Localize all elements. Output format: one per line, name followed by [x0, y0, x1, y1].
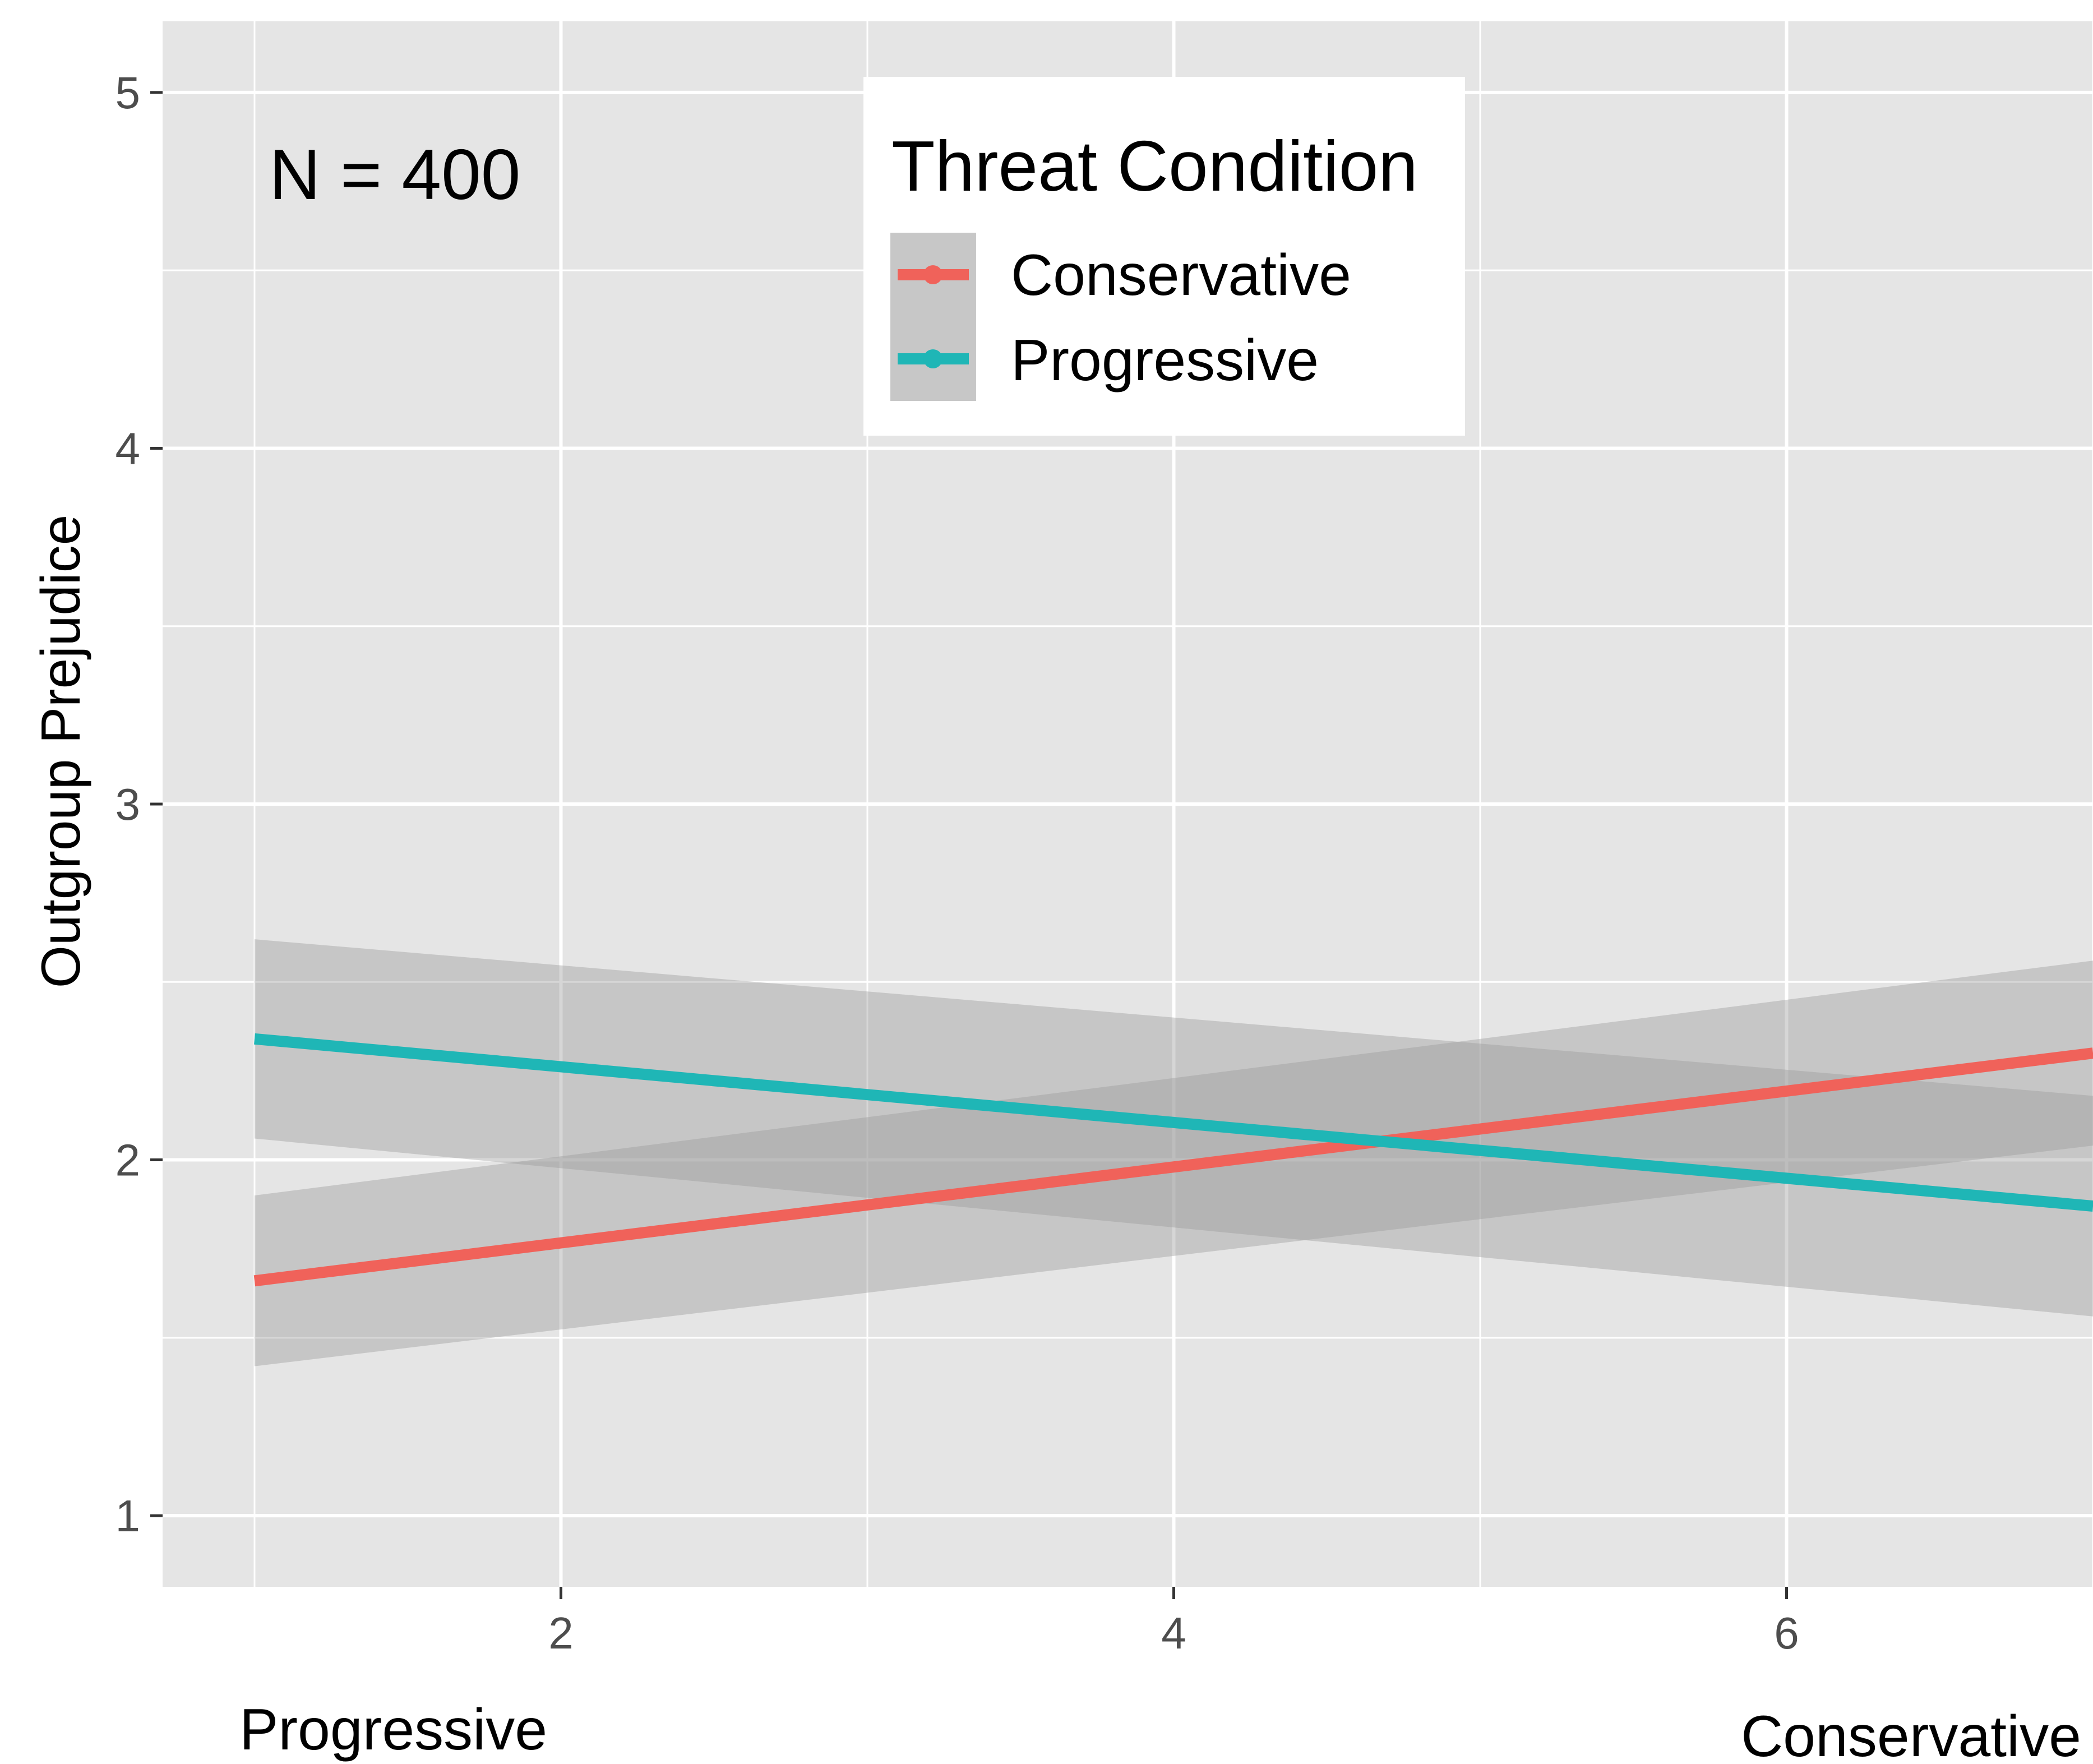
x-tick-label: 2	[548, 1608, 574, 1658]
y-axis: 1 2 3 4 5	[115, 68, 163, 1541]
x-axis: 2 4 6	[548, 1587, 1799, 1658]
y-tick-label: 3	[115, 779, 141, 829]
legend-label-conservative: Conservative	[1011, 243, 1351, 308]
legend-item-progressive: Progressive	[898, 328, 1319, 393]
line-conservative	[253, 1047, 2093, 1287]
x-tick-label: 6	[1774, 1608, 1799, 1658]
x-tick-label: 4	[1161, 1608, 1186, 1658]
legend-point-conservative	[923, 265, 942, 284]
legend-title: Threat Condition	[891, 126, 1418, 206]
y-tick-label: 5	[115, 68, 141, 118]
x-end-label-left: Progressive	[239, 1697, 547, 1762]
legend-key-background	[890, 233, 976, 401]
legend-label-progressive: Progressive	[1011, 328, 1319, 393]
legend-point-progressive	[923, 349, 942, 368]
y-tick-label: 1	[115, 1491, 141, 1541]
legend-item-conservative: Conservative	[898, 243, 1351, 308]
y-axis-title: Outgroup Prejudice	[30, 515, 91, 988]
y-tick-label: 4	[115, 423, 141, 473]
series-lines	[253, 1033, 2093, 1287]
legend: Threat Condition Conservative Progressiv…	[863, 77, 1465, 436]
annotation-n: N = 400	[269, 135, 520, 214]
x-end-label-right: Conservative	[1741, 1704, 2081, 1764]
line-progressive	[254, 1033, 2093, 1212]
y-tick-label: 2	[115, 1135, 141, 1185]
